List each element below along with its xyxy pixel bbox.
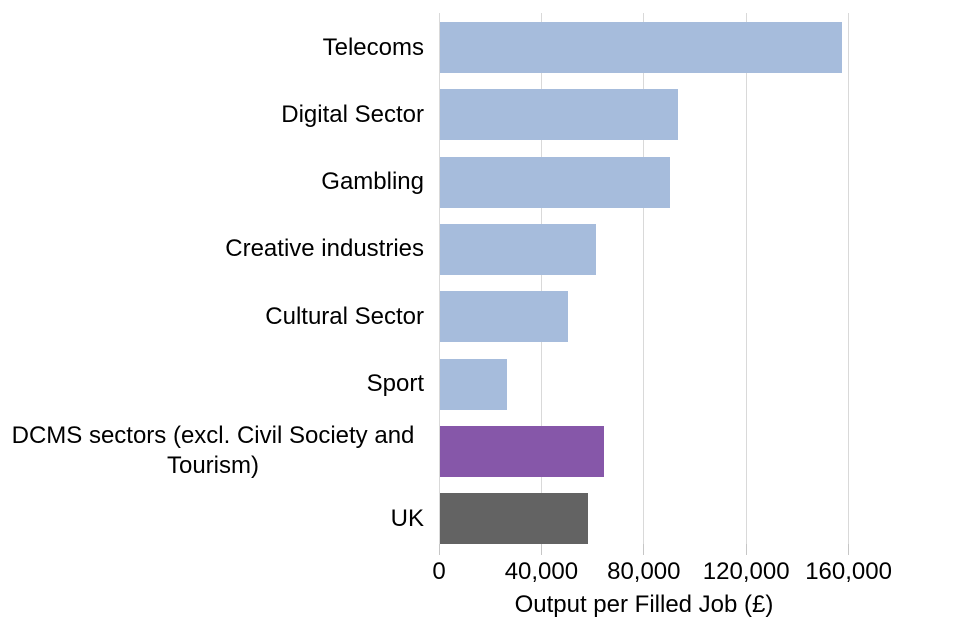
gridline xyxy=(745,13,747,544)
tick-mark xyxy=(643,544,645,555)
category-row-label: DCMS sectors (excl. Civil Society and To… xyxy=(2,422,424,479)
x-tick-label: 120,000 xyxy=(702,558,790,585)
category-label-digital-sector: Digital Sector xyxy=(281,100,424,128)
x-axis-title: Output per Filled Job (£) xyxy=(514,591,774,618)
category-row-label: UK xyxy=(2,493,424,544)
category-row-label: Cultural Sector xyxy=(2,291,424,342)
category-row-label: Telecoms xyxy=(2,22,424,73)
category-row-label: Gambling xyxy=(2,157,424,208)
tick-mark xyxy=(540,544,542,555)
category-label-sport: Sport xyxy=(366,370,424,397)
category-row-label: Sport xyxy=(2,359,424,410)
category-label-telecoms: Telecoms xyxy=(322,33,424,61)
tick-mark xyxy=(745,544,747,555)
bar-uk xyxy=(440,493,589,545)
gridline xyxy=(643,13,645,544)
x-tick-label: 160,000 xyxy=(805,558,892,585)
x-tick-label: 0 xyxy=(432,558,446,585)
bar-telecoms xyxy=(440,22,842,73)
category-label-creative-industries: Creative industries xyxy=(225,235,424,263)
category-row-label: Creative industries xyxy=(2,224,424,275)
bar-gambling xyxy=(440,156,671,208)
x-tick-label: 80,000 xyxy=(607,558,681,585)
bar-creative-industries xyxy=(440,223,597,275)
bar-cultural-sector xyxy=(440,291,568,343)
gridline xyxy=(438,13,440,544)
category-label-cultural-sector: Cultural Sector xyxy=(265,302,424,330)
bar-dcms-sectors-excl-civil-society-and-tourism xyxy=(440,425,604,477)
gridline xyxy=(848,13,850,544)
gridline xyxy=(540,13,542,544)
tick-mark xyxy=(848,544,850,555)
bar-digital-sector xyxy=(440,89,679,141)
category-row-label: Digital Sector xyxy=(2,89,424,140)
tick-mark xyxy=(438,544,440,555)
x-tick-label: 40,000 xyxy=(504,558,579,585)
category-label-dcms-sectors-excl-civil-society-and-tourism: DCMS sectors (excl. Civil Society and To… xyxy=(11,422,415,480)
bar-sport xyxy=(440,358,507,410)
category-label-uk: UK xyxy=(390,504,424,532)
category-label-gambling: Gambling xyxy=(321,168,424,196)
